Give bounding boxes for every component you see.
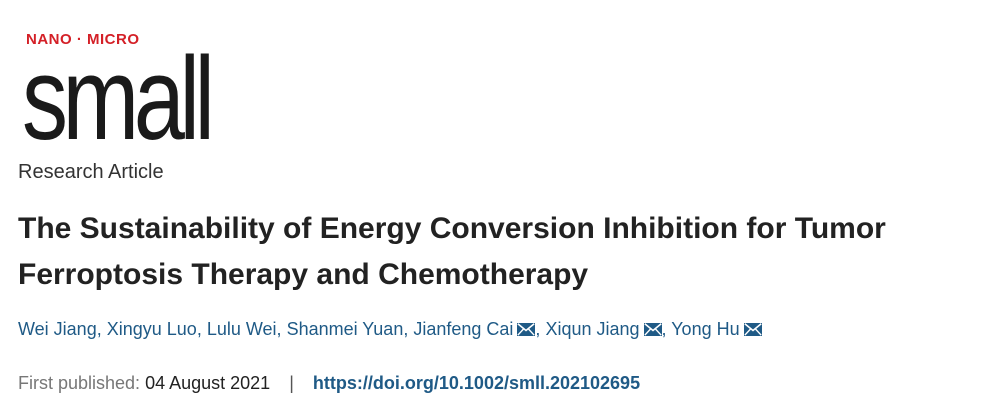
journal-logo-main-text: small: [22, 33, 215, 165]
published-date: 04 August 2021: [145, 373, 271, 393]
article-type: Research Article: [18, 161, 164, 183]
envelope-icon[interactable]: [643, 323, 662, 336]
envelope-icon[interactable]: [743, 323, 762, 336]
article-title: The Sustainability of Energy Conversion …: [18, 212, 886, 291]
author-link[interactable]: Yong Hu: [671, 319, 740, 339]
published-label: First published:: [18, 373, 141, 393]
doi-link[interactable]: https://doi.org/10.1002/smll.202102695: [312, 373, 641, 393]
author-link[interactable]: Shanmei Yuan: [286, 319, 404, 339]
journal-logo[interactable]: NANO · MICRO small: [22, 18, 222, 158]
publication-info: First published: 04 August 2021 | https:…: [18, 374, 640, 392]
author-list: Wei Jiang, Xingyu Luo, Lulu Wei, Shanmei…: [18, 320, 762, 338]
author-separator: ,: [196, 319, 207, 339]
author-link[interactable]: Wei Jiang: [18, 319, 97, 339]
author-link[interactable]: Xiqun Jiang: [545, 319, 640, 339]
author-separator: ,: [661, 319, 672, 339]
author-link[interactable]: Xingyu Luo: [106, 319, 197, 339]
envelope-icon[interactable]: [517, 323, 536, 336]
author-separator: ,: [403, 319, 414, 339]
author-separator: ,: [276, 319, 287, 339]
info-divider: |: [289, 373, 294, 393]
journal-logo-top-text: NANO · MICRO: [26, 31, 140, 48]
author-separator: ,: [96, 319, 107, 339]
author-link[interactable]: Jianfeng Cai: [413, 319, 514, 339]
author-separator: ,: [535, 319, 546, 339]
author-link[interactable]: Lulu Wei: [206, 319, 277, 339]
